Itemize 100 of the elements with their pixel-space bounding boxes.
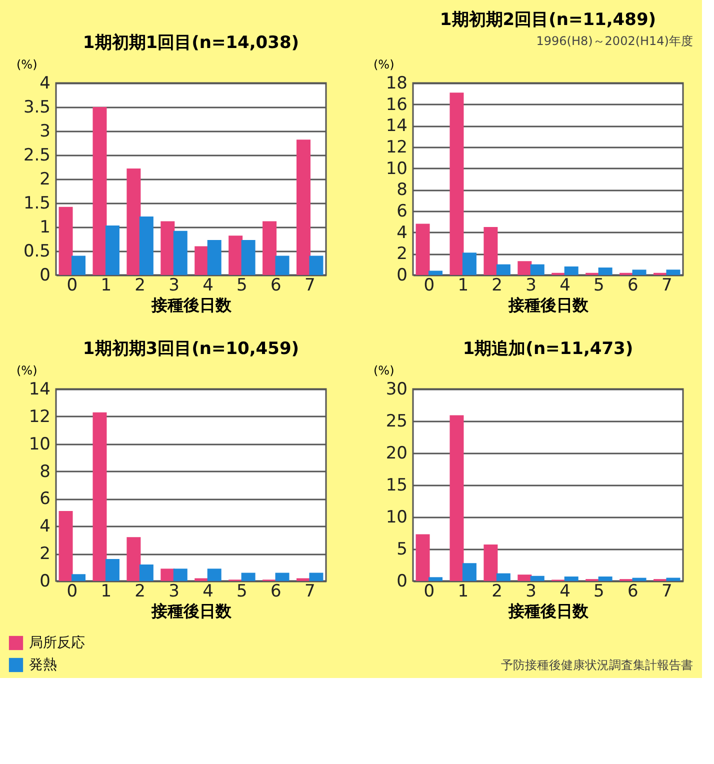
y-tick-label: 2 bbox=[396, 244, 408, 264]
x-tick-label: 5 bbox=[594, 582, 604, 602]
y-tick-label: 0.5 bbox=[23, 242, 50, 262]
bar bbox=[309, 256, 324, 275]
bar bbox=[632, 270, 646, 275]
bar bbox=[564, 266, 578, 275]
bar bbox=[207, 240, 222, 275]
x-tick-label: 7 bbox=[304, 582, 316, 602]
x-tick-label: 2 bbox=[492, 582, 502, 602]
x-tick-label: 1 bbox=[458, 276, 469, 296]
bar bbox=[241, 572, 256, 581]
bar bbox=[92, 107, 107, 275]
x-tick-label: 1 bbox=[100, 276, 112, 296]
x-tick-label: 7 bbox=[661, 582, 672, 602]
y-tick-label: 10 bbox=[386, 158, 408, 179]
bar bbox=[105, 559, 120, 581]
bar bbox=[173, 568, 188, 581]
chart-title: 1期追加(n=11,473) bbox=[462, 339, 634, 359]
bar bbox=[496, 264, 510, 275]
x-tick-label: 5 bbox=[236, 582, 248, 602]
x-tick-label: 1 bbox=[100, 582, 112, 602]
chart-title: 1期初期2回目(n=11,489) bbox=[440, 10, 656, 30]
bar bbox=[296, 140, 310, 275]
x-tick-label: 6 bbox=[627, 276, 638, 296]
x-tick-label: 6 bbox=[270, 582, 282, 602]
y-tick-label: 8 bbox=[40, 462, 50, 482]
x-tick-label: 3 bbox=[526, 582, 536, 602]
x-tick-label: 2 bbox=[134, 276, 146, 296]
y-tick-label: 4 bbox=[40, 74, 50, 94]
y-tick-label: 4 bbox=[396, 222, 408, 243]
x-tick-label: 4 bbox=[202, 276, 214, 296]
y-tick-label: 14 bbox=[28, 380, 50, 400]
text: 予防接種後健康状況調査集計報告書 bbox=[501, 658, 693, 672]
bar bbox=[518, 261, 532, 275]
bar bbox=[72, 574, 86, 581]
bar bbox=[496, 573, 510, 581]
x-tick-label: 4 bbox=[202, 582, 214, 602]
y-tick-label: 10 bbox=[386, 508, 408, 528]
bar bbox=[173, 230, 188, 275]
y-tick-label: 16 bbox=[386, 94, 408, 115]
legend-label: 局所反応 bbox=[29, 635, 85, 651]
bar bbox=[139, 564, 154, 581]
x-tick-label: 6 bbox=[270, 276, 282, 296]
x-axis-title: 接種後日数 bbox=[150, 296, 232, 314]
y-tick-label: 30 bbox=[386, 380, 408, 400]
bar bbox=[194, 246, 209, 275]
x-tick-label: 0 bbox=[424, 582, 435, 602]
bar bbox=[666, 270, 680, 275]
bar bbox=[530, 264, 544, 275]
bar bbox=[92, 412, 107, 581]
x-axis-title: 接種後日数 bbox=[508, 296, 590, 314]
text: 1996(H8)～2002(H14)年度 bbox=[536, 34, 693, 48]
bar bbox=[160, 221, 175, 275]
bar bbox=[126, 537, 141, 581]
y-tick-label: 12 bbox=[28, 406, 50, 427]
bar bbox=[666, 578, 680, 581]
bar bbox=[139, 216, 154, 275]
y-tick-label: 15 bbox=[386, 476, 408, 496]
y-tick-label: 4 bbox=[40, 516, 50, 537]
y-tick-label: 14 bbox=[386, 116, 408, 136]
x-tick-label: 4 bbox=[560, 276, 570, 296]
bar bbox=[428, 270, 442, 275]
x-tick-label: 6 bbox=[627, 582, 638, 602]
bar bbox=[462, 252, 476, 275]
chart-title: 1期初期3回目(n=10,459) bbox=[82, 339, 300, 359]
bar bbox=[72, 256, 86, 275]
x-tick-label: 3 bbox=[168, 276, 180, 296]
x-tick-label: 1 bbox=[458, 582, 469, 602]
y-tick-label: 3.5 bbox=[23, 98, 50, 118]
bar bbox=[160, 568, 175, 581]
y-tick-label: 2.5 bbox=[23, 146, 50, 166]
x-axis-title: 接種後日数 bbox=[508, 602, 590, 620]
bar bbox=[484, 544, 498, 581]
bar bbox=[126, 168, 141, 275]
bar bbox=[598, 268, 612, 275]
x-tick-label: 0 bbox=[424, 276, 435, 296]
y-tick-label: 8 bbox=[396, 180, 408, 200]
bar bbox=[462, 563, 476, 581]
bar bbox=[428, 577, 442, 581]
bar bbox=[105, 226, 120, 275]
y-tick-label: 6 bbox=[40, 489, 50, 510]
bar bbox=[564, 576, 578, 581]
y-axis-title: (%) bbox=[16, 364, 38, 378]
y-tick-label: 12 bbox=[386, 138, 408, 158]
bar bbox=[450, 92, 464, 275]
bar bbox=[207, 568, 222, 581]
x-tick-label: 0 bbox=[66, 276, 78, 296]
bar bbox=[598, 576, 612, 581]
bar bbox=[58, 511, 73, 581]
y-tick-label: 3 bbox=[40, 122, 50, 142]
bar bbox=[450, 415, 464, 581]
x-tick-label: 2 bbox=[134, 582, 146, 602]
x-tick-label: 2 bbox=[492, 276, 502, 296]
y-axis-title: (%) bbox=[374, 58, 394, 72]
y-tick-label: 5 bbox=[396, 540, 408, 560]
y-tick-label: 6 bbox=[396, 202, 408, 222]
x-tick-label: 5 bbox=[236, 276, 248, 296]
x-tick-label: 5 bbox=[594, 276, 604, 296]
y-axis-title: (%) bbox=[16, 58, 38, 72]
y-tick-label: 1.5 bbox=[23, 194, 50, 214]
